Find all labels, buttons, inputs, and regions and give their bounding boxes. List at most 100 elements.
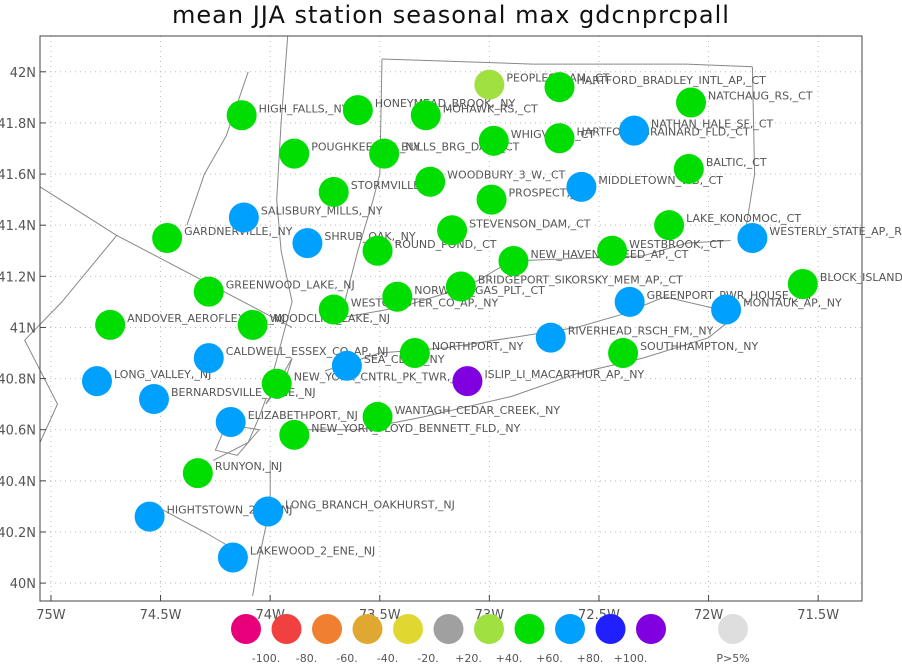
legend-swatch bbox=[271, 614, 302, 644]
station-marker bbox=[410, 100, 441, 131]
legend-label: +40. bbox=[496, 652, 523, 665]
legend-swatch bbox=[636, 614, 666, 644]
legend-label: -100. bbox=[252, 652, 280, 665]
station-label: HONEYMEAD_BROOK,_NY bbox=[375, 97, 516, 110]
station-label: MIDDLETOWN_WB,_CT bbox=[598, 174, 723, 187]
y-tick-label: 40.6N bbox=[0, 424, 36, 439]
coastline-segment bbox=[214, 424, 261, 456]
x-tick-label: 74.5W bbox=[140, 608, 182, 623]
station-label: BALTIC,_CT bbox=[706, 156, 767, 169]
y-tick-label: 41.6N bbox=[0, 168, 36, 183]
station-marker bbox=[787, 268, 818, 299]
station-marker bbox=[292, 228, 323, 259]
station-label: WESTERLY_STATE_AP,_RI bbox=[769, 225, 902, 238]
station-label: MONTAUK_AP,_NY bbox=[743, 297, 842, 310]
coastline-segment bbox=[186, 71, 249, 226]
station-marker bbox=[474, 69, 505, 100]
legend-label: -20. bbox=[417, 652, 438, 665]
station-label: LAKE_KONOMOC,_CT bbox=[686, 212, 801, 225]
legend-label: +80. bbox=[577, 652, 604, 665]
station-marker bbox=[476, 184, 507, 215]
station-marker bbox=[608, 338, 639, 369]
station-marker bbox=[182, 458, 213, 489]
station-marker bbox=[237, 309, 268, 340]
station-marker bbox=[673, 153, 704, 184]
y-tick-label: 41.4N bbox=[0, 219, 36, 234]
station-label: HARTFORD_BRAINARD_FLD,_CT bbox=[577, 125, 750, 138]
station-marker bbox=[81, 366, 112, 397]
station-label: WANTAGH_CEDAR_CREEK,_NY bbox=[395, 404, 561, 417]
y-tick-label: 41.8N bbox=[0, 117, 36, 132]
legend-swatch bbox=[393, 614, 423, 644]
coastline-segment bbox=[743, 66, 756, 244]
station-label: ELIZABETHPORT,_NJ bbox=[248, 409, 358, 422]
map-frame bbox=[39, 35, 863, 602]
map-title: mean JJA station seasonal max gdcnprcpal… bbox=[172, 1, 730, 29]
station-marker bbox=[342, 95, 373, 126]
legend-label: -40. bbox=[377, 652, 398, 665]
station-label: ROUND_POND,_CT bbox=[395, 238, 497, 251]
station-label: HARTFORD_BRADLEY_INTL_AP,_CT bbox=[577, 74, 767, 87]
station-label: NORTHPORT,_NY bbox=[432, 340, 524, 353]
station-marker bbox=[279, 138, 310, 169]
station-marker bbox=[228, 202, 259, 233]
legend-swatch-insignificant bbox=[718, 614, 748, 644]
station-marker bbox=[193, 276, 224, 307]
legend-label: -80. bbox=[296, 652, 317, 665]
station-label: STEVENSON_DAM,_CT bbox=[469, 217, 591, 230]
station-marker bbox=[737, 222, 768, 253]
station-marker bbox=[362, 235, 393, 266]
legend-swatch bbox=[231, 614, 261, 644]
coastline-segment bbox=[269, 35, 293, 384]
station-label: SOUTHHAMPTON,_NY bbox=[640, 340, 758, 353]
station-marker bbox=[362, 401, 393, 432]
station-marker bbox=[261, 368, 292, 399]
station-label: HIGH_FALLS,_NY bbox=[259, 102, 349, 115]
station-marker bbox=[478, 125, 509, 156]
station-label: RUNYON,_NJ bbox=[215, 460, 282, 473]
station-marker bbox=[597, 235, 628, 266]
legend-label: +100. bbox=[614, 652, 648, 665]
legend-swatch bbox=[514, 614, 545, 644]
station-marker bbox=[138, 384, 169, 415]
station-label: WESTCHESTER_CO_AP,_NY bbox=[351, 297, 499, 310]
station-label: LONG_BRANCH_OAKHURST,_NJ bbox=[285, 499, 455, 512]
station-label: WOODBURY_3_W,_CT bbox=[447, 169, 565, 182]
station-marker bbox=[252, 496, 283, 527]
station-marker bbox=[544, 123, 575, 154]
y-tick-label: 42N bbox=[10, 66, 36, 81]
station-marker bbox=[452, 366, 483, 397]
lat-lon-grid bbox=[40, 36, 862, 601]
station-label: ISLIP_LI_MACARTHUR_AP,_NY bbox=[484, 368, 644, 381]
station-label: BLOCK_ISLAND_STATE_AP,_RI bbox=[820, 271, 902, 284]
coastline-segment bbox=[381, 58, 753, 68]
color-legend: -100. -80. -60. -40. -20. +20. +40. +60. +80. +10… bbox=[231, 614, 750, 665]
station-label: MOHAWK_RS,_CT bbox=[443, 102, 538, 115]
legend-swatch bbox=[555, 614, 585, 644]
station-marker bbox=[566, 171, 597, 202]
station-marker bbox=[217, 542, 248, 573]
coastline-segment bbox=[252, 460, 271, 596]
station-label: NORWALK_GAS_PLT,_CT bbox=[414, 284, 545, 297]
station-marker bbox=[415, 166, 446, 197]
station-label: NATHAN_HALE_SF,_CT bbox=[651, 118, 774, 131]
y-tick-label: 40.4N bbox=[0, 475, 36, 490]
station-marker bbox=[318, 294, 349, 325]
station-label: SHRUB_OAK,_NY bbox=[324, 230, 415, 243]
station-marker bbox=[619, 115, 650, 146]
station-marker bbox=[318, 176, 349, 207]
station-label: NEW_YORK_CNTRL_PK_TWR,_NY bbox=[294, 371, 471, 384]
coastline-segment bbox=[212, 398, 267, 461]
station-markers bbox=[81, 69, 818, 573]
legend-label: -60. bbox=[336, 652, 357, 665]
station-marker bbox=[369, 138, 400, 169]
station-label: BRIDGEPORT_SIKORSKY_MEM_AP,_CT bbox=[478, 274, 683, 287]
legend-swatch bbox=[595, 614, 626, 644]
station-marker bbox=[614, 286, 645, 317]
station-marker bbox=[437, 215, 468, 246]
x-tick-label: 72W bbox=[694, 608, 724, 623]
station-marker bbox=[654, 210, 685, 241]
station-label: WESTBROOK,_CT bbox=[629, 238, 724, 251]
x-tick-label: 75W bbox=[36, 608, 66, 623]
